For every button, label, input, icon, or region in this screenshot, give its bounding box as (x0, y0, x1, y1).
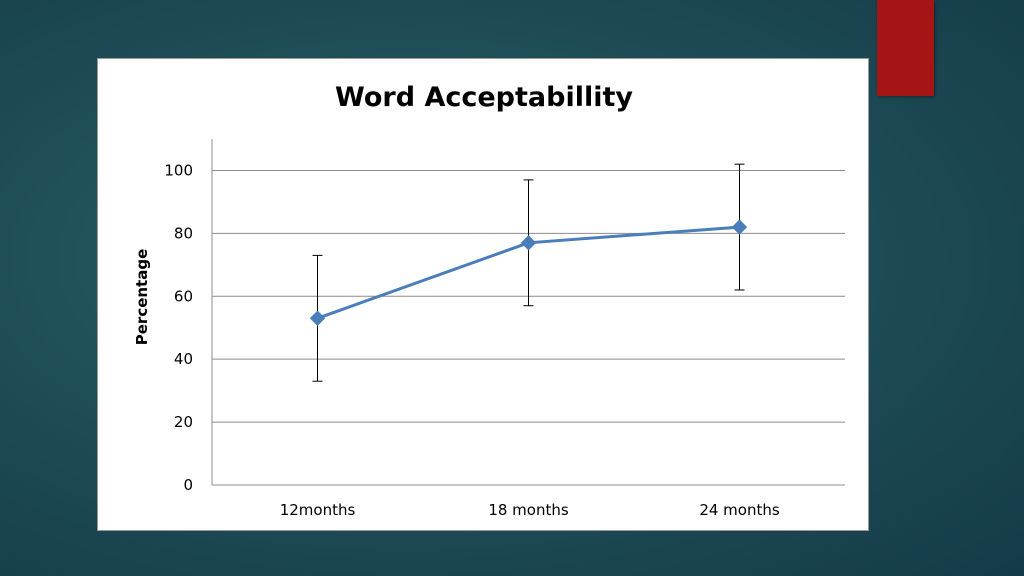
chart-title: Word Acceptabillity (335, 82, 633, 113)
data-point-marker (731, 219, 748, 235)
y-tick-label: 20 (174, 413, 193, 431)
x-tick-label: 18 months (488, 501, 569, 519)
y-tick-labels: 0 20 40 60 80 100 (164, 161, 193, 494)
data-series (309, 219, 748, 326)
y-tick-label: 0 (183, 476, 193, 494)
chart-panel: Word Acceptabillity Percentage 0 20 40 60 80… (97, 58, 869, 531)
y-tick-label: 40 (174, 350, 193, 368)
y-axis-title: Percentage (133, 249, 151, 346)
axes (211, 139, 845, 486)
y-tick-label: 80 (174, 224, 193, 242)
x-tick-labels: 12months 18 months 24 months (280, 501, 780, 519)
x-tick-label: 24 months (699, 501, 780, 519)
slide-accent-tab (877, 0, 934, 96)
data-point-marker (520, 235, 537, 251)
line-chart: Word Acceptabillity Percentage 0 20 40 60 80… (133, 82, 845, 519)
error-bars (312, 163, 745, 382)
data-point-marker (309, 310, 326, 326)
x-tick-label: 12months (280, 501, 356, 519)
y-tick-label: 100 (164, 161, 193, 179)
y-tick-label: 60 (174, 287, 193, 305)
